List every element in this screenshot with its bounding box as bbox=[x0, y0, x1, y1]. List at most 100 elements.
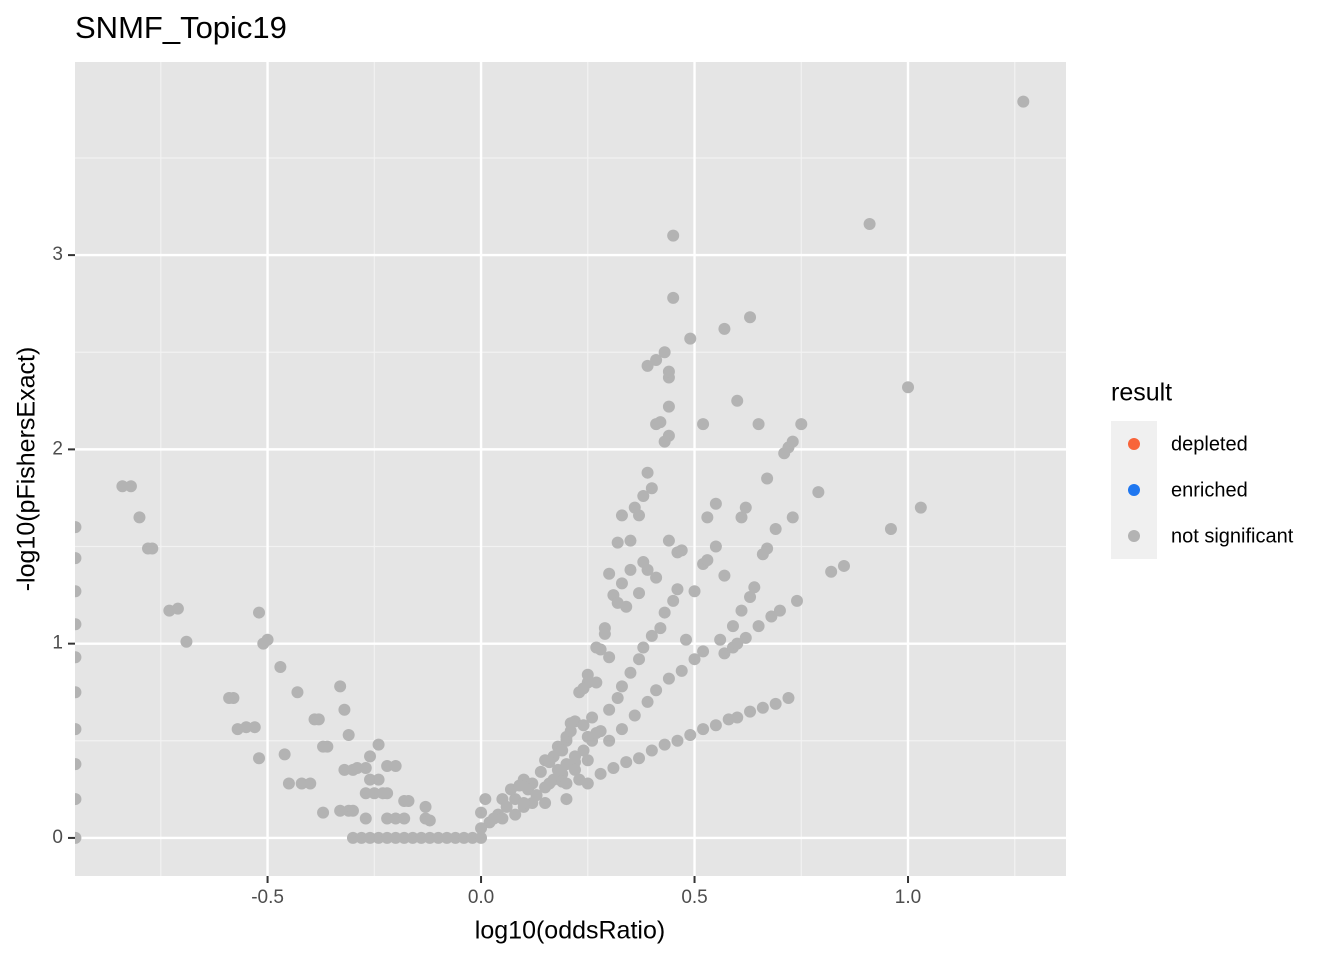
point bbox=[718, 647, 731, 660]
point bbox=[786, 511, 799, 524]
point bbox=[769, 523, 782, 536]
point bbox=[364, 831, 377, 844]
legend-label: depleted bbox=[1171, 433, 1248, 455]
point bbox=[662, 672, 675, 685]
point bbox=[466, 831, 479, 844]
point bbox=[359, 812, 372, 825]
point bbox=[594, 643, 607, 656]
point bbox=[590, 676, 603, 689]
y-axis-label: -log10(pFishersExact) bbox=[13, 347, 41, 592]
point bbox=[603, 651, 616, 664]
point bbox=[769, 697, 782, 710]
point bbox=[645, 629, 658, 642]
point bbox=[415, 831, 428, 844]
point bbox=[449, 831, 462, 844]
point bbox=[650, 354, 663, 367]
point bbox=[227, 692, 240, 705]
point bbox=[598, 627, 611, 640]
point bbox=[75, 831, 82, 844]
x-tick-label: 0.0 bbox=[468, 887, 494, 908]
point bbox=[560, 758, 573, 771]
point bbox=[517, 796, 530, 809]
y-tick-label: 1 bbox=[52, 633, 63, 654]
point bbox=[650, 684, 663, 697]
point bbox=[423, 831, 436, 844]
point bbox=[372, 773, 385, 786]
point bbox=[539, 796, 552, 809]
y-tick-label: 2 bbox=[52, 438, 63, 459]
point bbox=[658, 738, 671, 751]
point bbox=[714, 633, 727, 646]
x-axis-label: log10(oddsRatio) bbox=[475, 917, 665, 945]
point bbox=[709, 497, 722, 510]
point bbox=[744, 705, 757, 718]
point bbox=[568, 750, 581, 763]
point bbox=[863, 218, 876, 231]
point bbox=[475, 806, 488, 819]
point bbox=[364, 773, 377, 786]
point bbox=[581, 668, 594, 681]
point bbox=[633, 653, 646, 666]
point bbox=[146, 542, 159, 555]
point bbox=[312, 713, 325, 726]
point bbox=[509, 808, 522, 821]
point bbox=[295, 777, 308, 790]
point bbox=[748, 581, 761, 594]
point bbox=[628, 709, 641, 722]
point bbox=[641, 695, 654, 708]
point bbox=[359, 761, 372, 774]
point bbox=[389, 831, 402, 844]
point bbox=[662, 400, 675, 413]
point bbox=[317, 806, 330, 819]
point bbox=[543, 777, 556, 790]
point bbox=[75, 758, 82, 771]
point bbox=[884, 523, 897, 536]
point bbox=[342, 728, 355, 741]
point bbox=[432, 831, 445, 844]
point bbox=[355, 831, 368, 844]
point bbox=[761, 472, 774, 485]
point bbox=[513, 779, 526, 792]
point bbox=[530, 789, 543, 802]
point bbox=[338, 763, 351, 776]
point bbox=[278, 748, 291, 761]
point bbox=[701, 554, 714, 567]
point bbox=[372, 831, 385, 844]
point bbox=[633, 509, 646, 522]
chart-title: SNMF_Topic19 bbox=[75, 10, 287, 45]
point bbox=[304, 777, 317, 790]
point bbox=[615, 577, 628, 590]
point bbox=[586, 711, 599, 724]
point bbox=[782, 692, 795, 705]
point bbox=[457, 831, 470, 844]
point bbox=[346, 831, 359, 844]
point bbox=[744, 591, 757, 604]
point bbox=[731, 637, 744, 650]
point bbox=[560, 777, 573, 790]
point bbox=[645, 744, 658, 757]
point bbox=[359, 787, 372, 800]
point bbox=[372, 738, 385, 751]
legend-label: not significant bbox=[1171, 525, 1294, 547]
point bbox=[761, 542, 774, 555]
point bbox=[662, 534, 675, 547]
point bbox=[641, 359, 654, 372]
point bbox=[75, 793, 82, 806]
point bbox=[662, 365, 675, 378]
point bbox=[248, 721, 261, 734]
x-tick-label: 0.5 bbox=[681, 887, 707, 908]
legend-symbol bbox=[1128, 484, 1140, 496]
point bbox=[479, 793, 492, 806]
point bbox=[611, 536, 624, 549]
point bbox=[75, 585, 82, 598]
point bbox=[406, 831, 419, 844]
point bbox=[317, 740, 330, 753]
point bbox=[180, 635, 193, 648]
point bbox=[795, 418, 808, 431]
point bbox=[739, 631, 752, 644]
point bbox=[688, 585, 701, 598]
point bbox=[381, 831, 394, 844]
x-tick-label: 1.0 bbox=[895, 887, 921, 908]
point bbox=[381, 760, 394, 773]
